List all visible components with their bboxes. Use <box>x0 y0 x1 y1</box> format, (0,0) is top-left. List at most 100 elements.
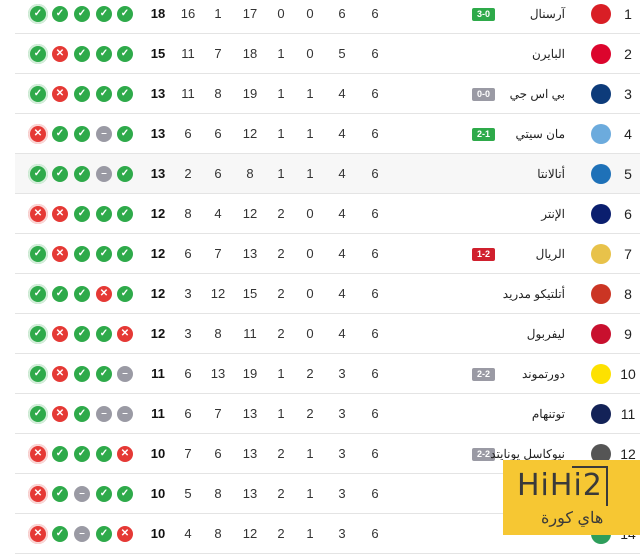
cell-points: 18 <box>150 6 166 21</box>
form-win-icon: ✓ <box>96 446 112 462</box>
rank: 12 <box>620 446 636 462</box>
form-win-icon: ✓ <box>96 206 112 222</box>
cell-gf: 13 <box>242 446 258 461</box>
form-win-icon: ✓ <box>28 244 48 264</box>
form-win-icon: ✓ <box>117 126 133 142</box>
form-draw-icon: – <box>74 486 90 502</box>
team-name[interactable]: توتنهام <box>531 407 565 421</box>
cell-drawn: 0 <box>306 286 314 301</box>
form-win-icon: ✓ <box>117 46 133 62</box>
cell-played: 6 <box>371 526 379 541</box>
cell-won: 6 <box>338 6 346 21</box>
team-name[interactable]: ليفربول <box>526 327 565 341</box>
team-name[interactable]: الريال <box>535 247 565 261</box>
rank: 11 <box>620 406 636 422</box>
form-win-icon: ✓ <box>96 246 112 262</box>
cell-drawn: 1 <box>306 126 314 141</box>
cell-gf: 19 <box>242 86 258 101</box>
last-match-badge[interactable]: 2-2 <box>472 448 495 461</box>
table-row[interactable]: ✓ ✕ ✓ – –11 6 7 13 1 2 3 6 توتنهام 11 <box>15 394 640 434</box>
form-draw-icon: – <box>96 406 112 422</box>
cell-gf: 12 <box>242 126 258 141</box>
cell-drawn: 1 <box>306 446 314 461</box>
cell-gd: 6 <box>184 366 192 381</box>
cell-lost: 1 <box>277 46 285 61</box>
cell-gd: 11 <box>181 86 195 101</box>
arsenal-logo <box>591 4 611 24</box>
team-name[interactable]: مان سيتي <box>515 127 565 141</box>
table-row[interactable]: ✓ ✕ ✓ ✓ –11 6 13 19 1 2 3 6 2-2 دورتموند 10 <box>15 354 640 394</box>
rank: 2 <box>624 46 632 62</box>
cell-won: 4 <box>338 126 346 141</box>
form-draw-icon: – <box>96 166 112 182</box>
table-row[interactable]: ✓ ✕ ✓ ✓ ✕ 12 3 8 11 2 0 4 6 ليفربول 9 <box>15 314 640 354</box>
team-name[interactable]: دورتموند <box>521 367 565 381</box>
cell-drawn: 2 <box>306 406 314 421</box>
table-row[interactable]: ✓ ✕ ✓ ✓ ✓ 13 11 8 19 1 1 4 6 0-0 بي اس جي 3 <box>15 74 640 114</box>
cell-lost: 1 <box>277 366 285 381</box>
last-match-badge[interactable]: 1-2 <box>472 248 495 261</box>
cell-lost: 2 <box>277 486 285 501</box>
watermark-arabic: هاي كورة <box>541 510 604 527</box>
cell-played: 6 <box>371 6 379 21</box>
rank: 7 <box>624 246 632 262</box>
team-name[interactable]: الإنتر <box>541 207 565 221</box>
form-loss-icon: ✕ <box>52 406 68 422</box>
rank: 4 <box>624 126 632 142</box>
table-row[interactable]: ✕ ✕ ✓ ✓ ✓ 12 8 4 12 2 0 4 6 الإنتر 6 <box>15 194 640 234</box>
cell-drawn: 1 <box>306 166 314 181</box>
team-name[interactable]: البايرن <box>531 47 565 61</box>
form-win-icon: ✓ <box>52 6 68 22</box>
cell-gd: 11 <box>181 46 195 61</box>
form-loss-icon: ✕ <box>28 204 48 224</box>
form-loss-icon: ✕ <box>117 446 133 462</box>
form-win-icon: ✓ <box>52 286 68 302</box>
watermark-frame <box>572 466 608 506</box>
rank: 6 <box>624 206 632 222</box>
table-row[interactable]: ✓ ✕ ✓ ✓ ✓ 15 11 7 18 1 0 5 6 البايرن 2 <box>15 34 640 74</box>
last-match-badge[interactable]: 3-0 <box>472 8 495 21</box>
last-match-badge[interactable]: 2-2 <box>472 368 495 381</box>
table-row[interactable]: ✓ ✓ ✓ ✓ ✓ 18 16 1 17 0 0 6 6 3-0 آرسنال 1 <box>15 0 640 34</box>
cell-gd: 4 <box>184 526 192 541</box>
form-loss-icon: ✕ <box>28 124 48 144</box>
atalanta-logo <box>591 164 611 184</box>
cell-drawn: 0 <box>306 246 314 261</box>
form-win-icon: ✓ <box>74 446 90 462</box>
form-win-icon: ✓ <box>117 286 133 302</box>
table-row[interactable]: ✓ ✓ ✓ – ✓ 13 2 6 8 1 1 4 6 أتالانتا 5 <box>15 154 640 194</box>
cell-won: 3 <box>338 406 346 421</box>
form-loss-icon: ✕ <box>96 286 112 302</box>
last-match-badge[interactable]: 2-1 <box>472 128 495 141</box>
form-win-icon: ✓ <box>117 166 133 182</box>
cell-lost: 2 <box>277 326 285 341</box>
form-loss-icon: ✕ <box>52 86 68 102</box>
cell-won: 4 <box>338 286 346 301</box>
form-loss-icon: ✕ <box>117 326 133 342</box>
cell-ga: 13 <box>210 366 226 381</box>
table-row[interactable]: ✓ ✓ ✓ ✕ ✓ 12 3 12 15 2 0 4 6 أتلتيكو مدريد 8 <box>15 274 640 314</box>
last-match-badge[interactable]: 0-0 <box>472 88 495 101</box>
table-row[interactable]: ✕ ✓ ✓ ✓ ✕ 10 7 6 13 2 1 3 6 2-2 نيوكاسل يونايتد 12 <box>15 434 640 474</box>
cell-points: 12 <box>150 246 166 261</box>
cell-drawn: 2 <box>306 366 314 381</box>
table-row[interactable]: ✕ ✓ ✓ – ✓ 13 6 6 12 1 1 4 6 2-1 مان سيتي 4 <box>15 114 640 154</box>
form-win-icon: ✓ <box>74 46 90 62</box>
team-name[interactable]: آرسنال <box>529 7 565 21</box>
form-loss-icon: ✕ <box>52 246 68 262</box>
form-win-icon: ✓ <box>117 86 133 102</box>
team-name[interactable]: بي اس جي <box>509 87 565 101</box>
form-loss-icon: ✕ <box>52 326 68 342</box>
cell-drawn: 1 <box>306 86 314 101</box>
team-name[interactable]: أتلتيكو مدريد <box>502 287 565 301</box>
table-row[interactable]: ✓ ✕ ✓ ✓ ✓ 12 6 7 13 2 0 4 6 1-2 الريال 7 <box>15 234 640 274</box>
team-name[interactable]: نيوكاسل يونايتد <box>490 447 565 461</box>
team-name[interactable]: أتالانتا <box>537 167 565 181</box>
form-win-icon: ✓ <box>117 6 133 22</box>
cell-points: 13 <box>150 126 166 141</box>
cell-gf: 15 <box>242 286 258 301</box>
cell-lost: 1 <box>277 86 285 101</box>
cell-ga: 12 <box>210 286 226 301</box>
form-win-icon: ✓ <box>74 366 90 382</box>
